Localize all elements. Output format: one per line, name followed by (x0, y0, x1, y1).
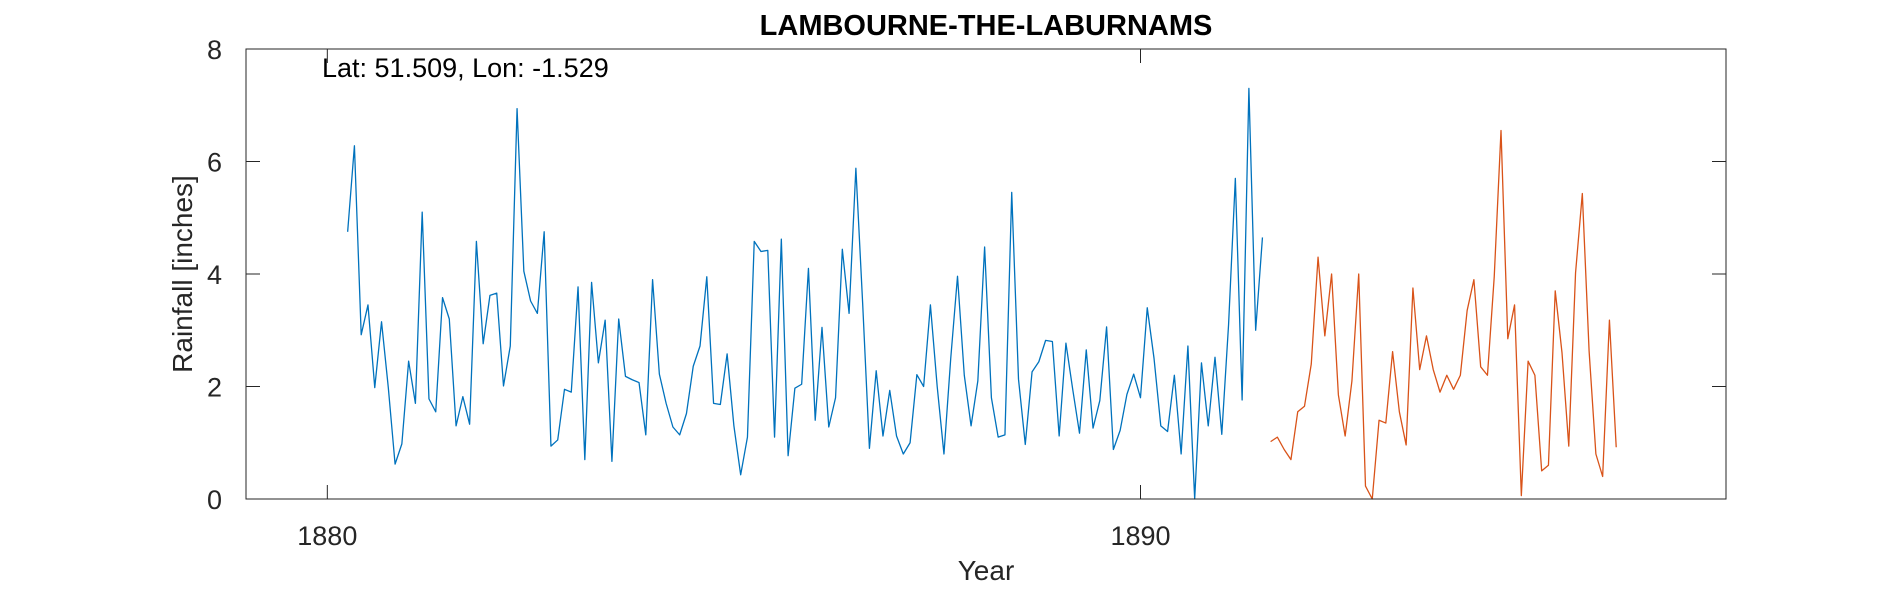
x-tick-label: 1890 (1110, 521, 1170, 551)
y-axis-title: Rainfall [inches] (167, 175, 198, 373)
y-tick-label: 8 (207, 35, 222, 65)
series-2-line (1270, 129, 1617, 500)
annotation-latlon: Lat: 51.509, Lon: -1.529 (322, 53, 609, 83)
y-tick-label: 6 (207, 148, 222, 178)
ticks-layer: 0 2 4 6 8 1880 1890 (207, 35, 1726, 551)
chart-title: LAMBOURNE-THE-LABURNAMS (760, 10, 1213, 42)
x-axis-title: Year (958, 555, 1015, 586)
series-layer (347, 87, 1617, 500)
y-tick-label: 4 (207, 260, 222, 290)
x-tick-label: 1880 (297, 521, 357, 551)
y-tick-label: 2 (207, 373, 222, 403)
series-1-line (347, 87, 1264, 500)
y-tick-label: 0 (207, 485, 222, 515)
